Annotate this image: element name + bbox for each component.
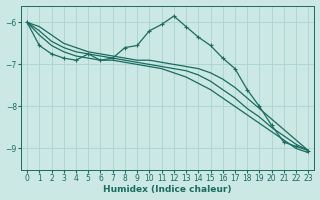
X-axis label: Humidex (Indice chaleur): Humidex (Indice chaleur) [103,185,232,194]
